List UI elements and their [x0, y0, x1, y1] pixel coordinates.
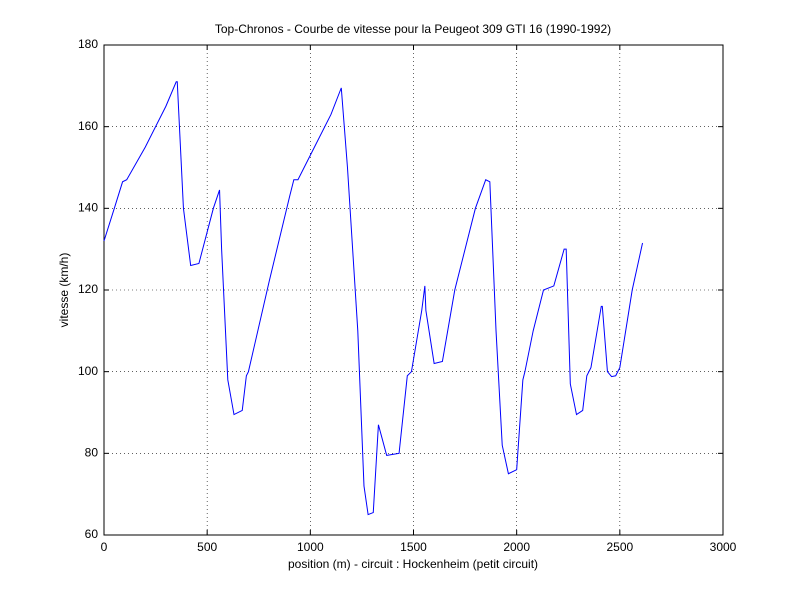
- y-tick-label: 80: [85, 446, 99, 460]
- y-tick-label: 180: [78, 37, 98, 51]
- x-tick-label: 1500: [400, 540, 427, 554]
- y-tick-label: 140: [78, 201, 98, 215]
- plot-frame: [103, 44, 724, 536]
- x-tick-label: 3000: [710, 540, 737, 554]
- y-tick-label: 100: [78, 364, 98, 378]
- x-tick-label: 2500: [606, 540, 633, 554]
- chart-title: Top-Chronos - Courbe de vitesse pour la …: [215, 22, 611, 36]
- x-axis-label: position (m) - circuit : Hockenheim (pet…: [288, 557, 538, 571]
- y-tick-label: 60: [85, 527, 99, 541]
- y-tick-label: 160: [78, 119, 98, 133]
- speed-line: [103, 81, 644, 516]
- x-tick-label: 500: [197, 540, 217, 554]
- x-tick-label: 0: [101, 540, 108, 554]
- x-tick-label: 2000: [503, 540, 530, 554]
- y-axis-label: vitesse (km/h): [57, 253, 71, 328]
- x-tick-label: 1000: [297, 540, 324, 554]
- y-tick-label: 120: [78, 282, 98, 296]
